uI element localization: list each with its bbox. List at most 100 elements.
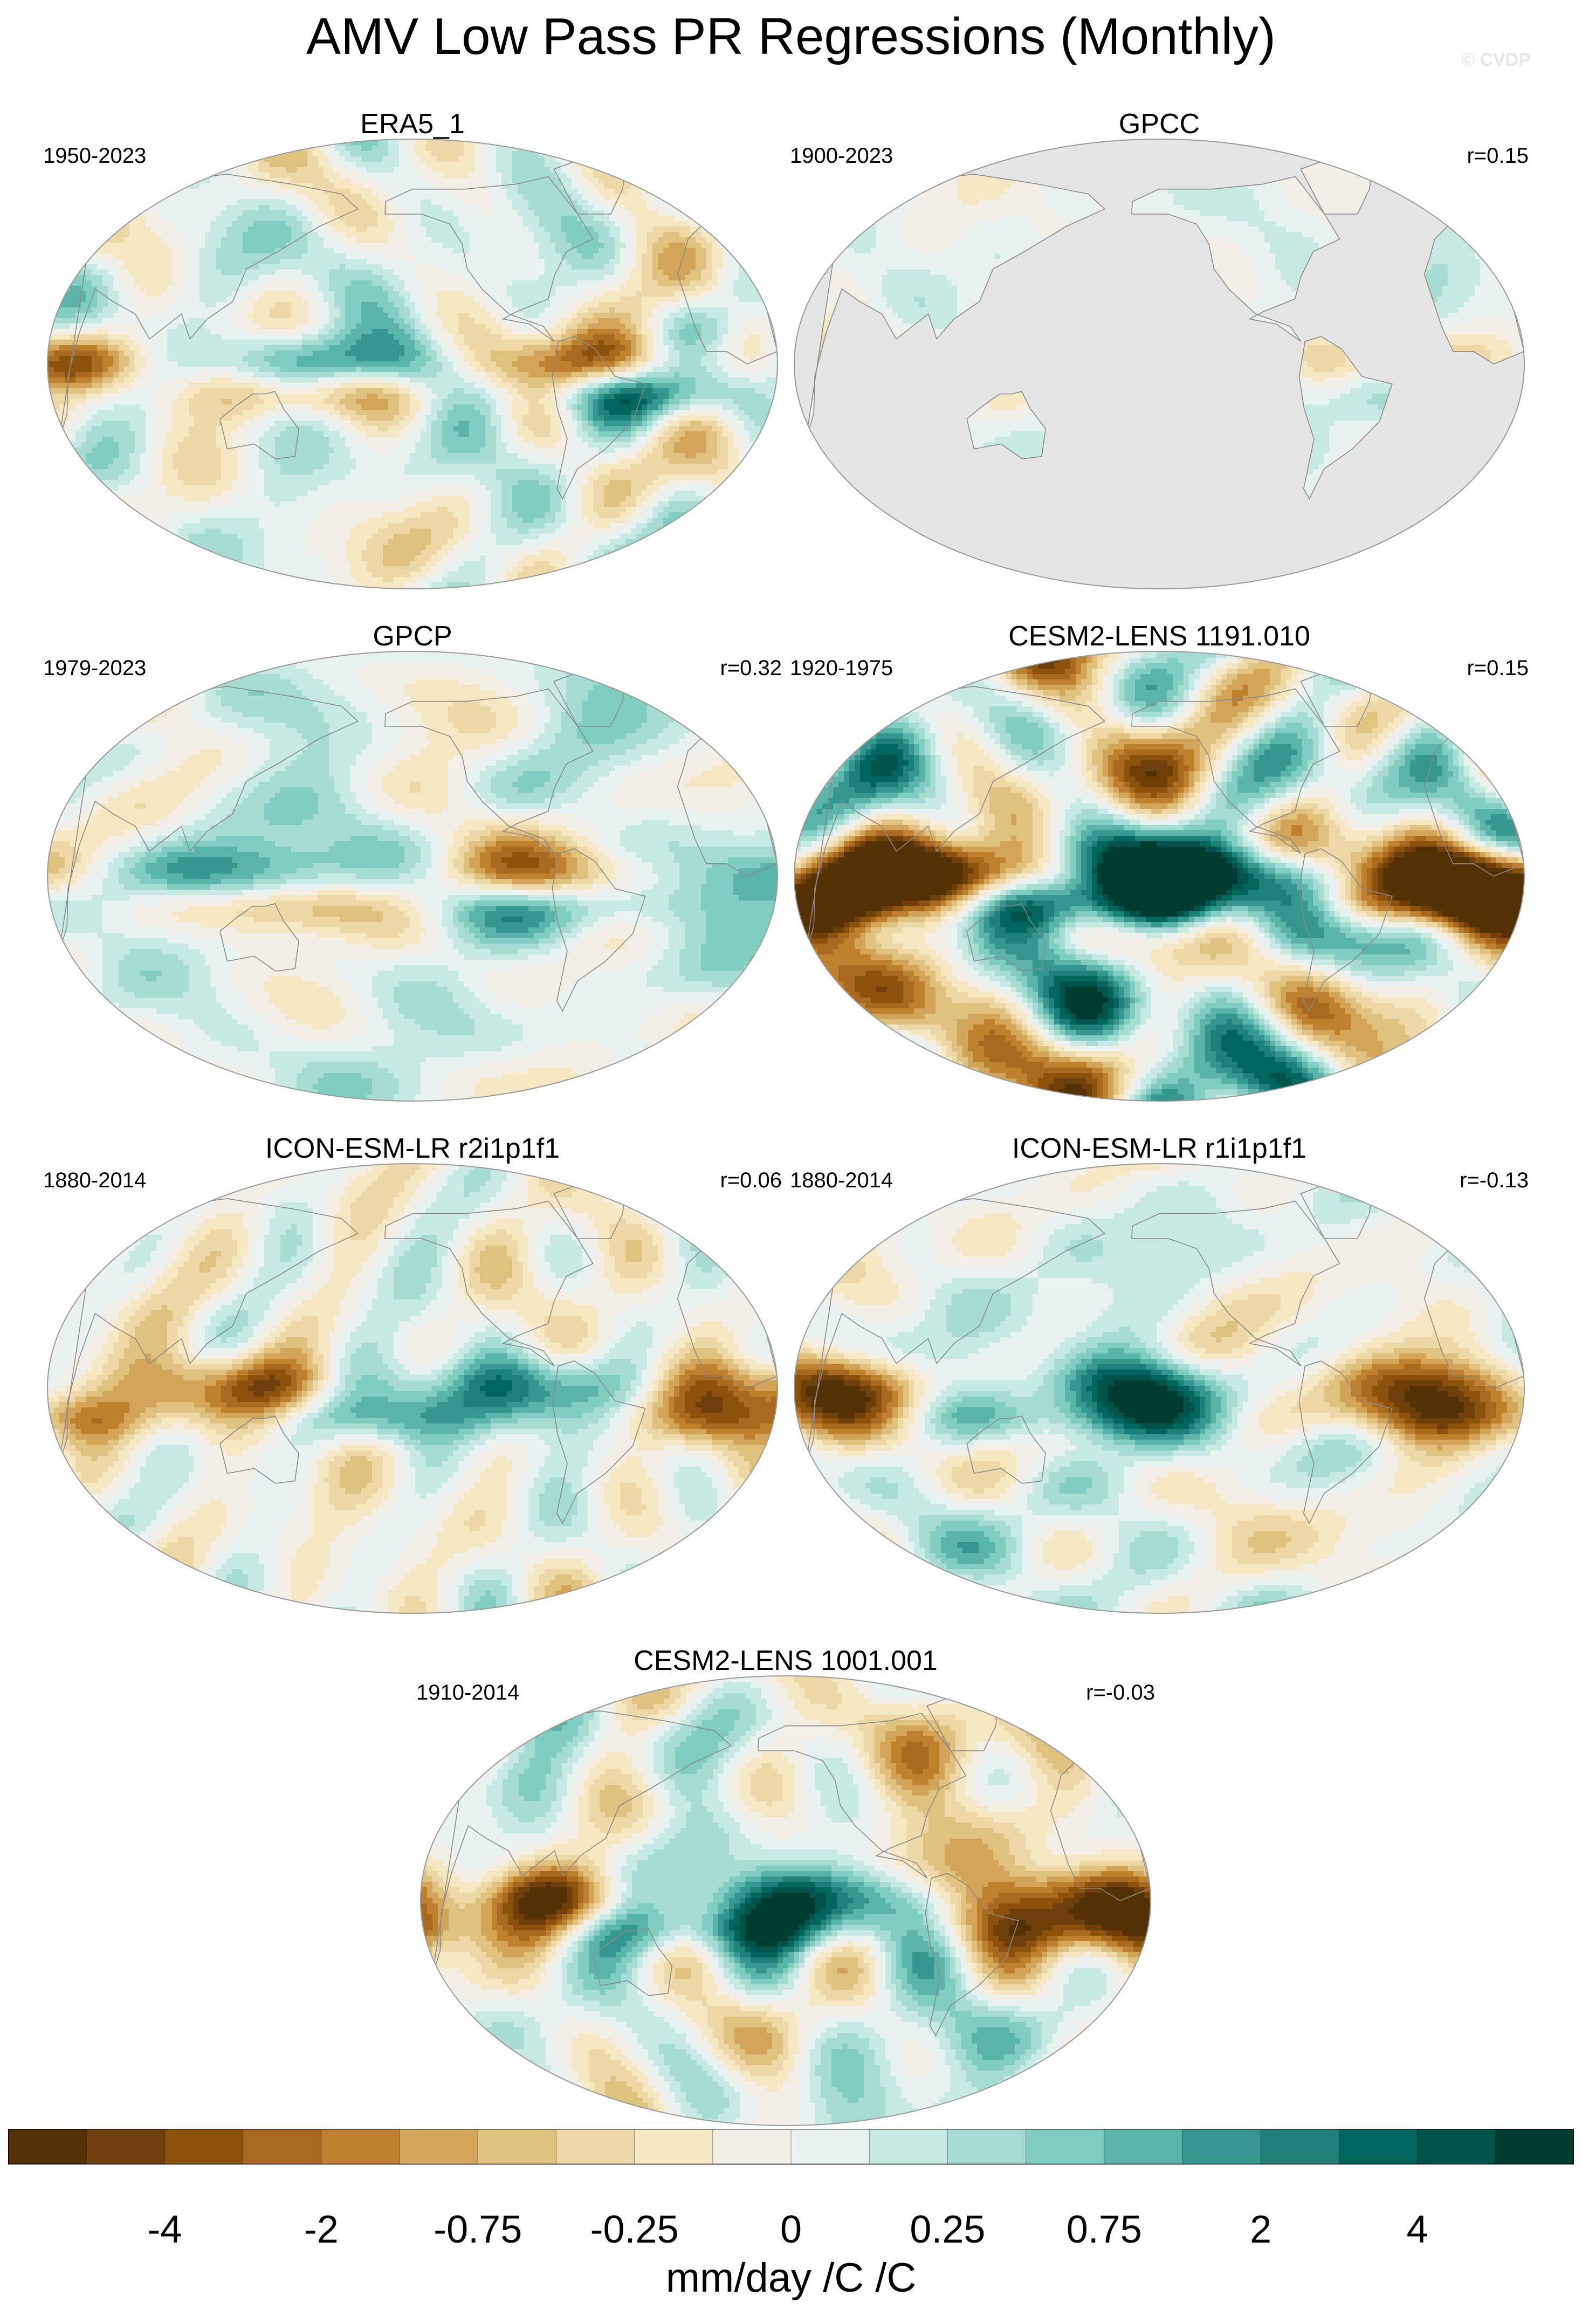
map-cell bbox=[345, 194, 351, 200]
map-cell bbox=[431, 329, 437, 335]
map-cell bbox=[539, 367, 545, 373]
map-cell bbox=[485, 297, 491, 302]
map-cell bbox=[749, 367, 755, 373]
map-cell bbox=[636, 210, 642, 216]
map-cell bbox=[539, 280, 545, 286]
map-cell bbox=[146, 340, 152, 346]
map-cell bbox=[652, 318, 658, 324]
map-cell bbox=[102, 248, 108, 254]
map-cell bbox=[146, 350, 152, 356]
map-cell bbox=[49, 313, 54, 319]
map-cell bbox=[448, 146, 453, 152]
map-cell bbox=[189, 297, 195, 302]
map-cell bbox=[421, 151, 427, 157]
map-cell bbox=[367, 135, 373, 141]
map-cell bbox=[555, 291, 561, 297]
map-cell bbox=[437, 361, 443, 367]
map-cell bbox=[280, 167, 286, 173]
map-cell bbox=[523, 356, 529, 362]
map-cell bbox=[113, 361, 119, 367]
map-cell bbox=[464, 173, 470, 178]
map-cell bbox=[221, 302, 227, 308]
map-cell bbox=[275, 178, 281, 184]
map-cell bbox=[243, 367, 249, 373]
map-cell bbox=[253, 297, 259, 302]
map-cell bbox=[550, 237, 556, 243]
map-cell bbox=[210, 291, 216, 297]
map-cell bbox=[496, 146, 502, 152]
map-cell bbox=[253, 324, 259, 329]
map-cell bbox=[221, 340, 227, 346]
map-cell bbox=[394, 350, 400, 356]
map-cell bbox=[458, 350, 464, 356]
map-cell bbox=[399, 151, 405, 157]
map-cell bbox=[367, 189, 373, 195]
map-cell bbox=[243, 205, 249, 211]
map-cell bbox=[496, 243, 502, 249]
map-cell bbox=[313, 291, 319, 297]
map-cell bbox=[334, 361, 340, 367]
map-cell bbox=[356, 270, 362, 276]
map-cell bbox=[723, 329, 728, 335]
map-cell bbox=[588, 307, 594, 313]
map-cell bbox=[442, 318, 448, 324]
map-cell bbox=[631, 313, 637, 319]
map-cell bbox=[345, 367, 351, 373]
map-cell bbox=[539, 313, 545, 319]
map-cell bbox=[739, 367, 745, 373]
map-cell bbox=[167, 210, 173, 216]
map-cell bbox=[237, 226, 243, 232]
map-cell bbox=[615, 361, 621, 367]
map-cell bbox=[189, 194, 195, 200]
map-cell bbox=[572, 232, 577, 238]
map-cell bbox=[286, 297, 292, 302]
map-cell bbox=[216, 200, 222, 205]
map-cell bbox=[421, 302, 427, 308]
map-cell bbox=[399, 280, 405, 286]
map-cell bbox=[539, 221, 545, 227]
map-cell bbox=[135, 307, 141, 313]
map-cell bbox=[566, 275, 572, 281]
map-cell bbox=[237, 178, 243, 184]
map-cell bbox=[749, 297, 755, 302]
map-cell bbox=[313, 253, 319, 259]
map-cell bbox=[334, 329, 340, 335]
map-cell bbox=[539, 237, 545, 243]
map-cell bbox=[474, 189, 480, 195]
map-cell bbox=[194, 216, 200, 222]
map-cell bbox=[647, 264, 653, 270]
map-cell bbox=[367, 270, 373, 276]
map-cell bbox=[625, 221, 631, 227]
map-cell bbox=[469, 156, 475, 162]
map-cell bbox=[388, 280, 394, 286]
map-cell bbox=[485, 313, 491, 319]
map-cell bbox=[636, 216, 642, 222]
map-cell bbox=[431, 248, 437, 254]
map-cell bbox=[588, 286, 594, 292]
map-cell bbox=[313, 329, 319, 335]
map-cell bbox=[421, 307, 427, 313]
map-cell bbox=[485, 205, 491, 211]
map-cell bbox=[388, 356, 394, 362]
map-cell bbox=[151, 318, 157, 324]
map-cell bbox=[383, 275, 389, 281]
map-cell bbox=[102, 302, 108, 308]
map-cell bbox=[534, 156, 540, 162]
map-cell bbox=[307, 324, 313, 329]
map-cell bbox=[124, 340, 130, 346]
map-cell bbox=[755, 361, 761, 367]
map-cell bbox=[275, 345, 281, 351]
map-cell bbox=[356, 280, 362, 286]
map-cell bbox=[458, 226, 464, 232]
map-cell bbox=[480, 167, 486, 173]
map-cell bbox=[690, 259, 696, 265]
map-cell bbox=[313, 264, 319, 270]
map-cell bbox=[377, 361, 383, 367]
map-cell bbox=[717, 232, 723, 238]
map-cell bbox=[243, 264, 249, 270]
map-cell bbox=[723, 286, 728, 292]
map-cell bbox=[307, 156, 313, 162]
map-cell bbox=[399, 297, 405, 302]
map-cell bbox=[86, 275, 92, 281]
map-cell bbox=[448, 253, 453, 259]
